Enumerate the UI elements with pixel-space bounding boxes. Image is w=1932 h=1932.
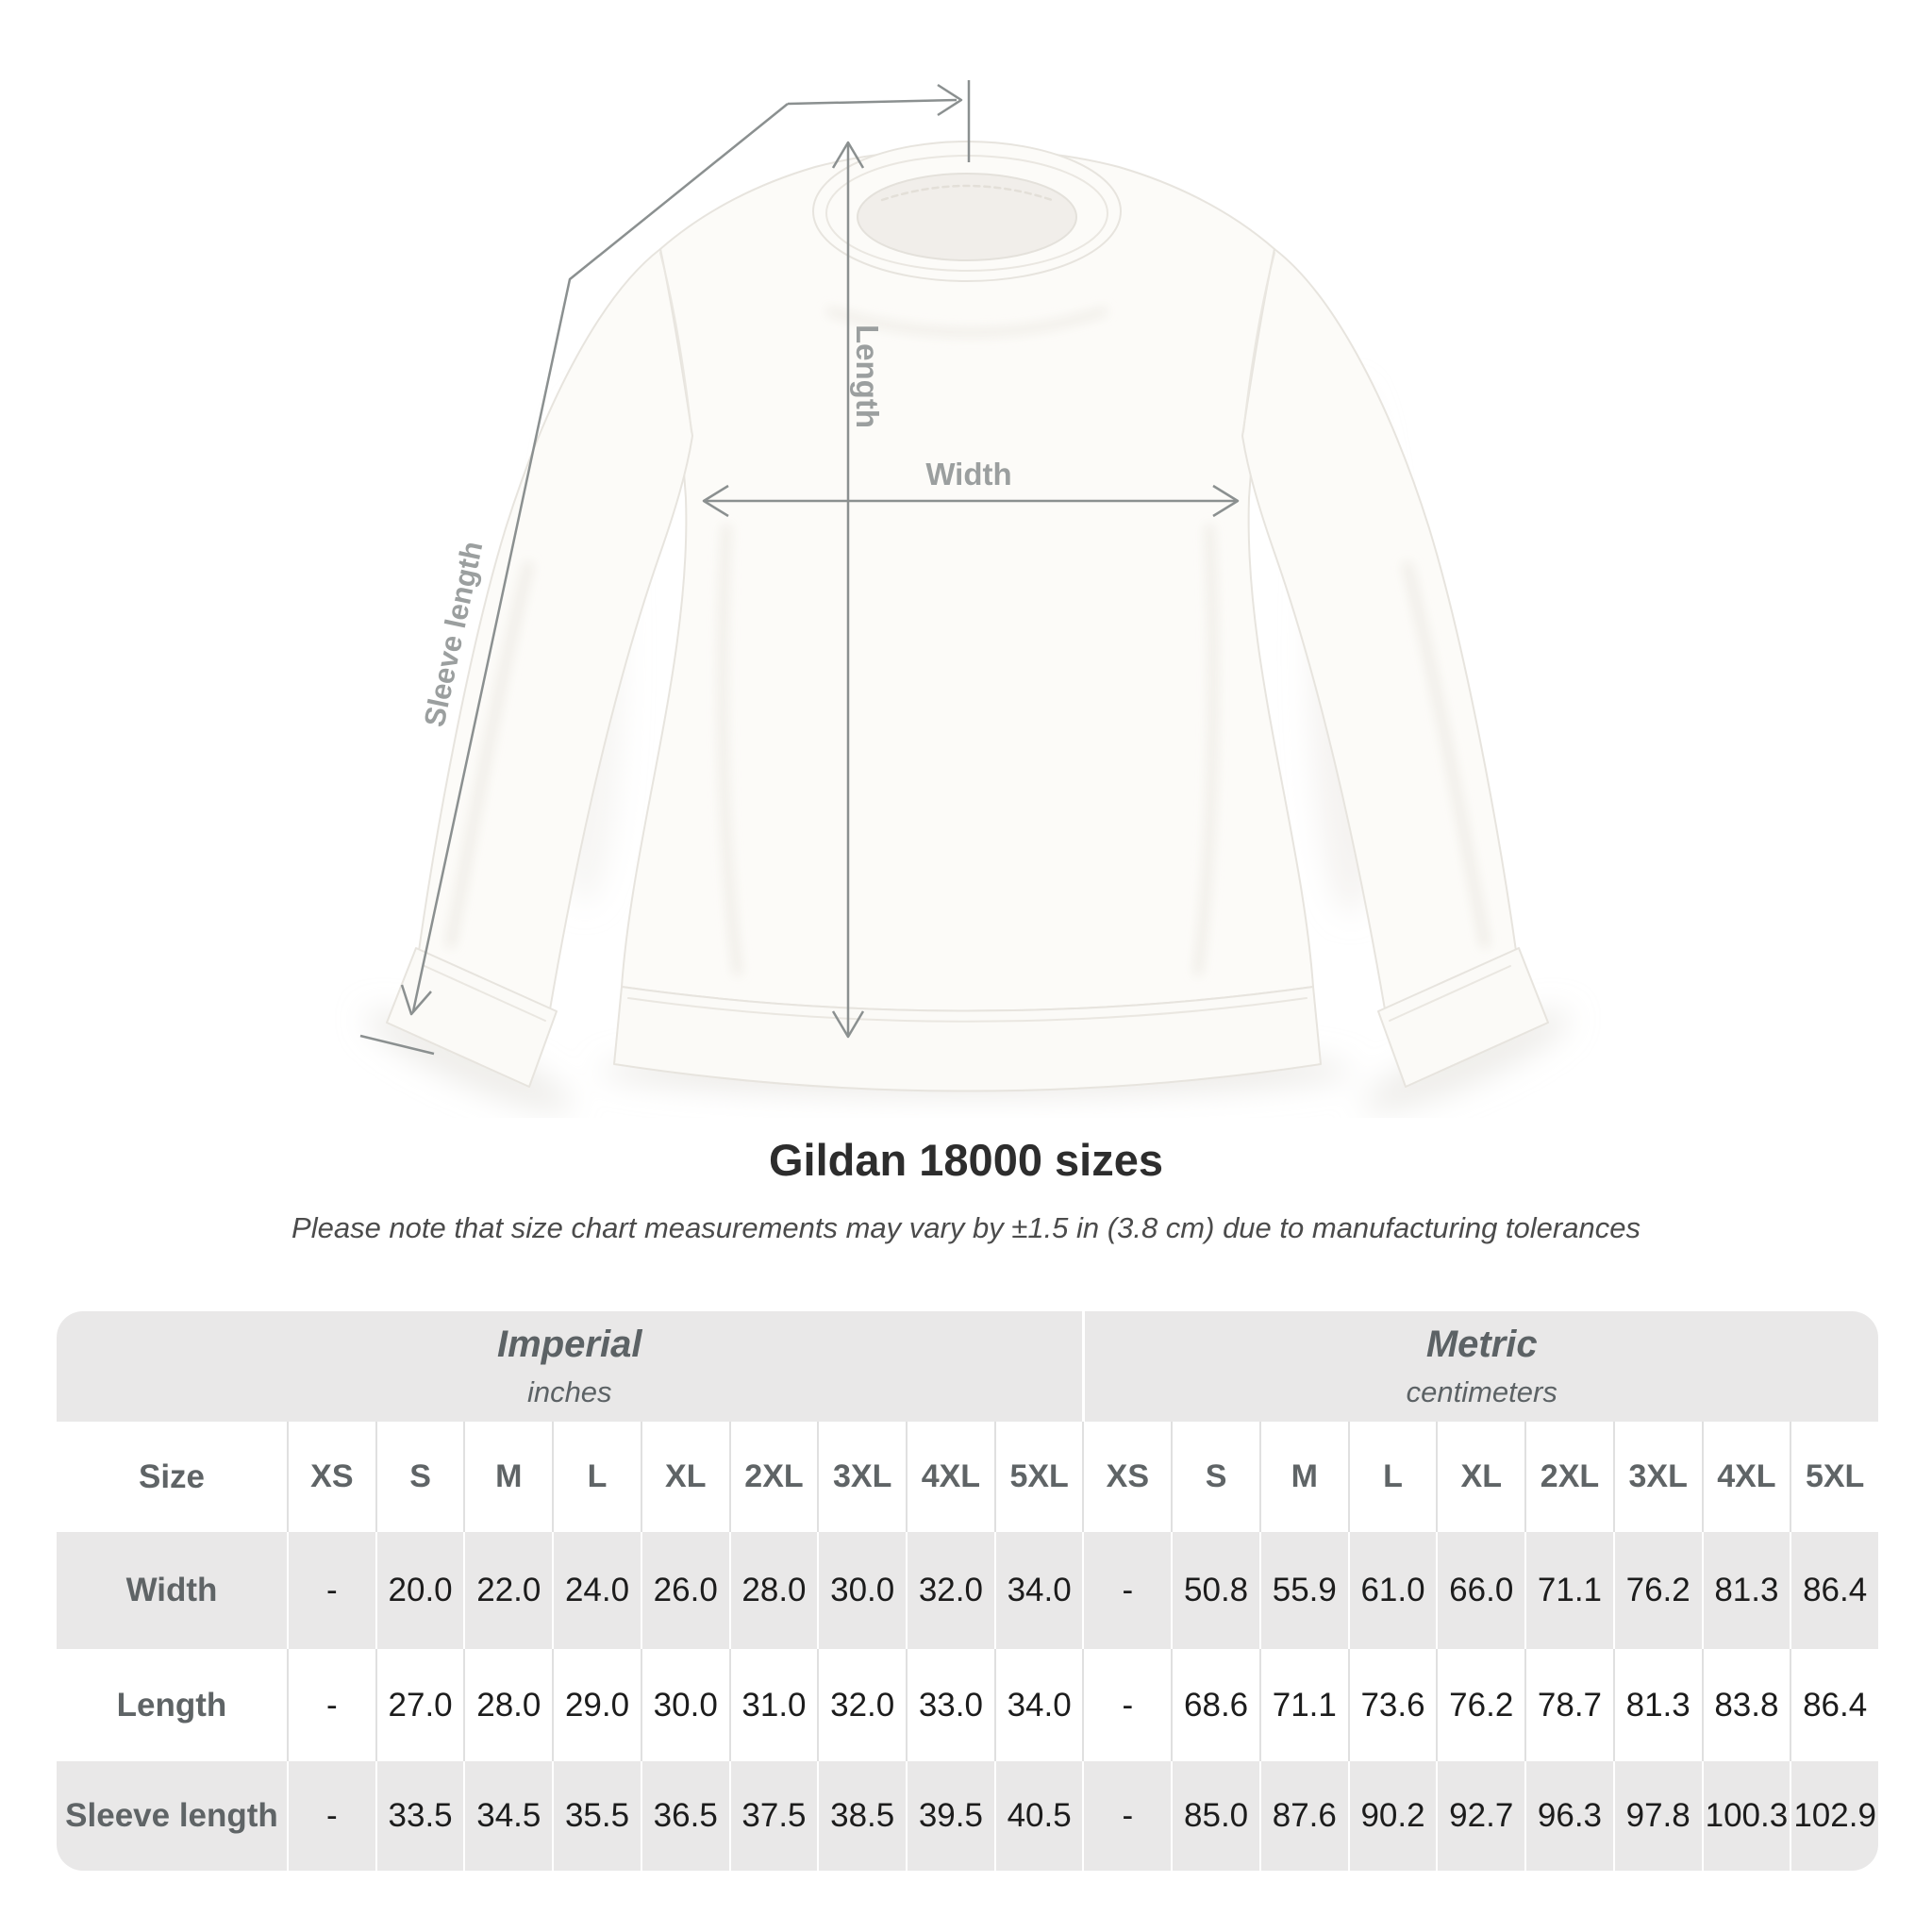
- length-label: Length: [850, 325, 885, 428]
- size-header-cell-imperial-3XL: 3XL: [817, 1422, 907, 1532]
- left-sleeve: [418, 248, 693, 1010]
- size-header-cell-metric-3XL: 3XL: [1612, 1422, 1702, 1532]
- value-cell-imperial-4XL: 39.5: [906, 1761, 994, 1871]
- size-table: Imperial inches Metric centimeters Size X…: [57, 1311, 1878, 1871]
- size-header-cell-imperial-XL: XL: [640, 1422, 729, 1532]
- value-cell-metric-XS: -: [1082, 1532, 1172, 1649]
- value-cell-metric-2XL: 96.3: [1524, 1761, 1613, 1871]
- value-cell-metric-5XL: 86.4: [1790, 1649, 1878, 1761]
- value-cell-metric-2XL: 78.7: [1524, 1649, 1613, 1761]
- value-cell-imperial-5XL: 34.0: [993, 1649, 1083, 1761]
- value-cell-imperial-5XL: 34.0: [993, 1532, 1083, 1649]
- width-label: Width: [925, 457, 1011, 491]
- value-cell-metric-4XL: 83.8: [1701, 1649, 1790, 1761]
- value-cell-metric-4XL: 81.3: [1701, 1532, 1790, 1649]
- value-cell-metric-3XL: 76.2: [1612, 1532, 1702, 1649]
- size-header-cell-metric-L: L: [1347, 1422, 1437, 1532]
- sleeve-length-measure-arrow: [359, 80, 971, 1056]
- value-cell-metric-L: 73.6: [1347, 1649, 1437, 1761]
- value-cell-imperial-L: 35.5: [552, 1761, 641, 1871]
- size-header-cell-imperial-4XL: 4XL: [906, 1422, 994, 1532]
- value-cell-metric-S: 50.8: [1171, 1532, 1259, 1649]
- value-cell-imperial-L: 29.0: [552, 1649, 641, 1761]
- value-cell-metric-5XL: 86.4: [1790, 1532, 1878, 1649]
- imperial-title: Imperial: [497, 1324, 642, 1365]
- page-title: Gildan 18000 sizes: [768, 1135, 1164, 1185]
- value-cell-metric-XS: -: [1082, 1649, 1172, 1761]
- metric-title: Metric: [1425, 1324, 1538, 1365]
- size-header-cell-imperial-XS: XS: [287, 1422, 375, 1532]
- value-cell-metric-S: 68.6: [1171, 1649, 1259, 1761]
- size-header-cell-metric-2XL: 2XL: [1524, 1422, 1613, 1532]
- value-cell-imperial-XS: -: [287, 1761, 375, 1871]
- value-cell-imperial-XL: 36.5: [640, 1761, 729, 1871]
- size-column-header: Size: [57, 1422, 287, 1532]
- value-cell-metric-M: 71.1: [1258, 1649, 1348, 1761]
- metric-section-header: Metric centimeters: [1082, 1311, 1878, 1422]
- length-measure-arrow: [831, 141, 865, 1039]
- size-header-cell-metric-XL: XL: [1436, 1422, 1525, 1532]
- value-cell-imperial-S: 20.0: [375, 1532, 464, 1649]
- row-label-cell: Sleeve length: [57, 1761, 287, 1871]
- value-cell-metric-M: 87.6: [1258, 1761, 1348, 1871]
- value-cell-metric-5XL: 102.9: [1790, 1761, 1878, 1871]
- width-measure-arrow: [702, 484, 1240, 518]
- left-cuff: [386, 947, 558, 1088]
- size-header-cell-imperial-L: L: [552, 1422, 641, 1532]
- value-cell-imperial-3XL: 32.0: [817, 1649, 907, 1761]
- value-cell-metric-2XL: 71.1: [1524, 1532, 1613, 1649]
- value-cell-imperial-XL: 30.0: [640, 1649, 729, 1761]
- size-header-cell-metric-4XL: 4XL: [1701, 1422, 1790, 1532]
- value-cell-metric-XL: 76.2: [1436, 1649, 1525, 1761]
- value-cell-imperial-XS: -: [287, 1532, 375, 1649]
- value-cell-imperial-M: 28.0: [463, 1649, 553, 1761]
- value-cell-metric-M: 55.9: [1258, 1532, 1348, 1649]
- imperial-unit: inches: [526, 1375, 612, 1408]
- value-cell-imperial-L: 24.0: [552, 1532, 641, 1649]
- value-cell-imperial-3XL: 38.5: [817, 1761, 907, 1871]
- value-cell-imperial-S: 27.0: [375, 1649, 464, 1761]
- size-header-cell-metric-M: M: [1258, 1422, 1348, 1532]
- collar: [812, 141, 1122, 282]
- row-label-cell: Width: [57, 1532, 287, 1649]
- sweatshirt-illustration: [386, 141, 1549, 1092]
- size-header-cell-metric-XS: XS: [1082, 1422, 1172, 1532]
- value-cell-imperial-4XL: 33.0: [906, 1649, 994, 1761]
- value-cell-imperial-2XL: 37.5: [728, 1761, 818, 1871]
- right-sleeve: [1241, 248, 1517, 1010]
- value-cell-metric-3XL: 81.3: [1612, 1649, 1702, 1761]
- value-cell-metric-XL: 66.0: [1436, 1532, 1525, 1649]
- size-header-cell-imperial-5XL: 5XL: [993, 1422, 1083, 1532]
- sweatshirt-diagram: Length Width Sleeve length: [359, 80, 1572, 1112]
- value-cell-imperial-S: 33.5: [375, 1761, 464, 1871]
- size-header-cell-imperial-M: M: [463, 1422, 553, 1532]
- value-cell-metric-XS: -: [1082, 1761, 1172, 1871]
- value-cell-metric-4XL: 100.3: [1701, 1761, 1790, 1871]
- value-cell-metric-XL: 92.7: [1436, 1761, 1525, 1871]
- value-cell-metric-S: 85.0: [1171, 1761, 1259, 1871]
- value-cell-imperial-5XL: 40.5: [993, 1761, 1083, 1871]
- value-cell-imperial-XS: -: [287, 1649, 375, 1761]
- hem-band: [613, 986, 1322, 1092]
- size-header-cell-imperial-2XL: 2XL: [728, 1422, 818, 1532]
- right-cuff: [1377, 947, 1549, 1088]
- value-cell-imperial-2XL: 28.0: [728, 1532, 818, 1649]
- value-cell-imperial-4XL: 32.0: [906, 1532, 994, 1649]
- value-cell-imperial-M: 22.0: [463, 1532, 553, 1649]
- row-label-cell: Length: [57, 1649, 287, 1761]
- value-cell-metric-L: 61.0: [1347, 1532, 1437, 1649]
- imperial-section-header: Imperial inches: [57, 1311, 1083, 1422]
- page-subtitle: Please note that size chart measurements…: [291, 1211, 1641, 1244]
- value-cell-imperial-XL: 26.0: [640, 1532, 729, 1649]
- value-cell-metric-L: 90.2: [1347, 1761, 1437, 1871]
- value-cell-metric-3XL: 97.8: [1612, 1761, 1702, 1871]
- size-header-cell-imperial-S: S: [375, 1422, 464, 1532]
- value-cell-imperial-2XL: 31.0: [728, 1649, 818, 1761]
- value-cell-imperial-3XL: 30.0: [817, 1532, 907, 1649]
- size-header-cell-metric-5XL: 5XL: [1790, 1422, 1878, 1532]
- metric-unit: centimeters: [1406, 1375, 1557, 1408]
- value-cell-imperial-M: 34.5: [463, 1761, 553, 1871]
- size-header-cell-metric-S: S: [1171, 1422, 1259, 1532]
